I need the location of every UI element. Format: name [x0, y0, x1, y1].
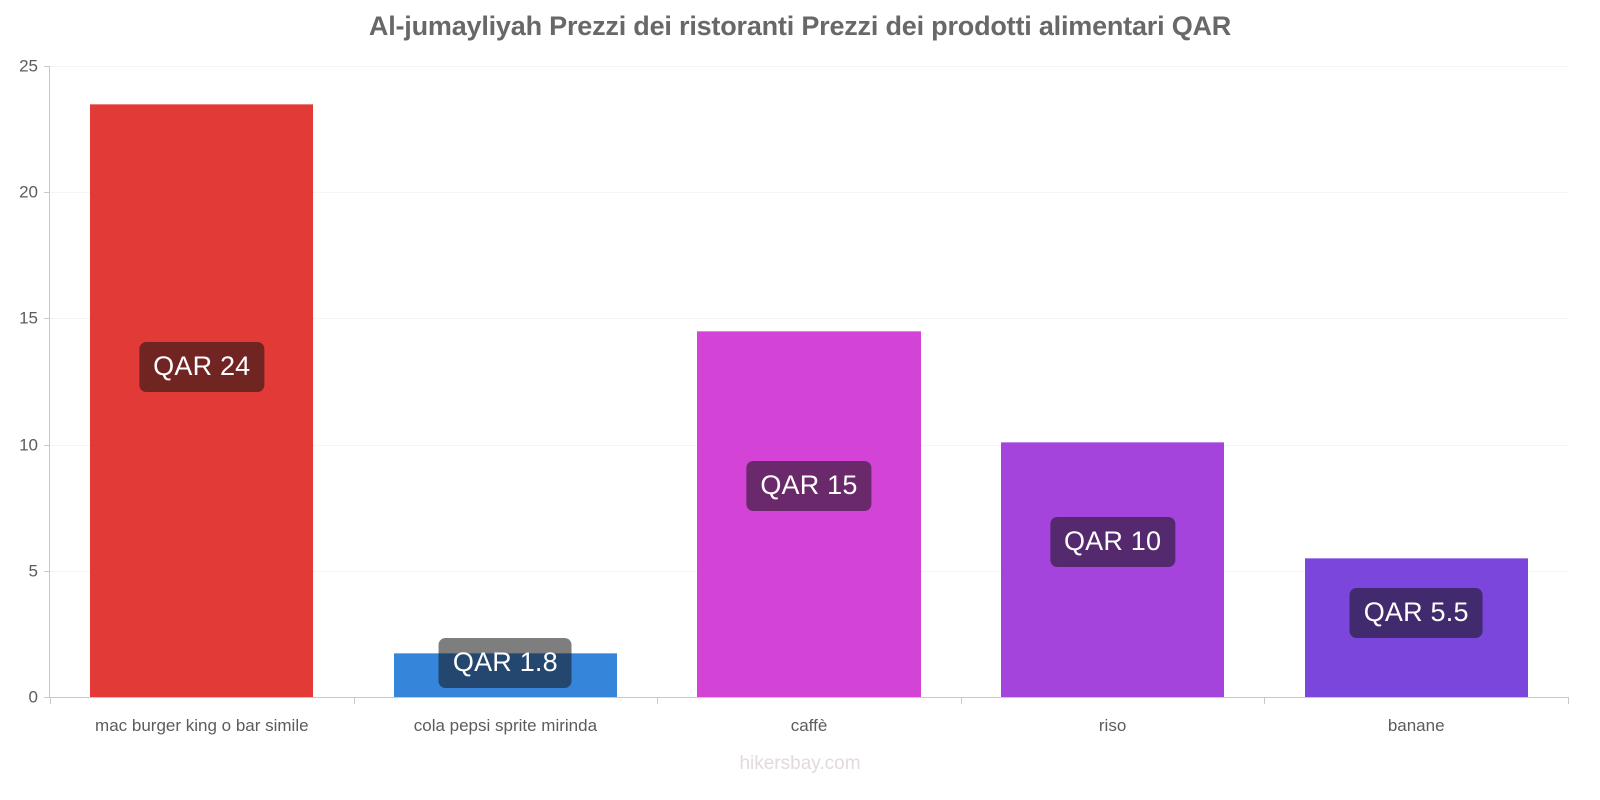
y-axis-tick-mark — [44, 318, 50, 320]
x-axis-baseline — [50, 697, 1568, 698]
x-axis-tick-label: riso — [1098, 716, 1127, 735]
x-axis-tick-mark — [1264, 697, 1266, 704]
bar-group[interactable]: QAR 24 — [90, 66, 314, 697]
y-axis-tick-label: 5 — [28, 561, 38, 581]
footer-credit: hikersbay.com — [739, 753, 861, 774]
x-axis-tick-mark — [353, 697, 355, 704]
bar-group[interactable]: QAR 1.8 — [393, 66, 617, 697]
y-axis-tick-label: 10 — [19, 435, 38, 455]
y-axis-tick-mark — [44, 697, 50, 698]
bar-group[interactable]: QAR 5.5 — [1304, 66, 1528, 697]
bar-group[interactable]: QAR 15 — [697, 66, 921, 697]
bar-value-label: QAR 1.8 — [438, 637, 572, 688]
bar-value-label: QAR 24 — [139, 341, 265, 392]
x-axis-tick-label: cola pepsi sprite mirinda — [413, 716, 598, 735]
chart-title: Al-jumayliyah Prezzi dei ristoranti Prez… — [368, 11, 1232, 41]
gridline — [50, 318, 1568, 320]
y-axis-tick-mark — [44, 66, 50, 67]
bar[interactable] — [1001, 442, 1225, 697]
gridline — [50, 66, 1568, 67]
bars-layer: QAR 24 QAR 1.8 QAR 15 QAR 10 QAR 5.5 — [50, 66, 1568, 697]
bar-group[interactable]: QAR 10 — [1001, 66, 1225, 697]
y-axis-tick-mark — [44, 192, 50, 194]
y-axis-tick-mark — [44, 570, 50, 572]
bar-value-label: QAR 10 — [1049, 517, 1176, 568]
y-axis-tick-mark — [44, 444, 50, 446]
x-axis-tick-label: mac burger king o bar simile — [95, 716, 309, 735]
x-axis-tick-label: banane — [1387, 716, 1445, 735]
x-axis-tick-mark — [1568, 697, 1569, 704]
y-axis-tick-label: 25 — [19, 56, 38, 76]
bar[interactable] — [697, 331, 921, 697]
y-axis-line — [49, 66, 50, 697]
y-axis-tick-label: 20 — [19, 182, 38, 202]
x-axis-tick-mark — [960, 697, 962, 704]
x-axis-tick-mark — [50, 697, 51, 704]
x-axis-tick-mark — [657, 697, 659, 704]
x-axis: mac burger king o bar simile cola pepsi s… — [50, 697, 1569, 757]
bar[interactable] — [90, 103, 314, 697]
bar-value-label: QAR 15 — [746, 461, 872, 512]
bar-value-label: QAR 5.5 — [1349, 588, 1483, 639]
gridline — [50, 192, 1568, 194]
y-axis-tick-label: 0 — [28, 687, 38, 707]
x-axis-tick-label: caffè — [790, 716, 828, 735]
y-axis-tick-label: 15 — [19, 308, 38, 328]
